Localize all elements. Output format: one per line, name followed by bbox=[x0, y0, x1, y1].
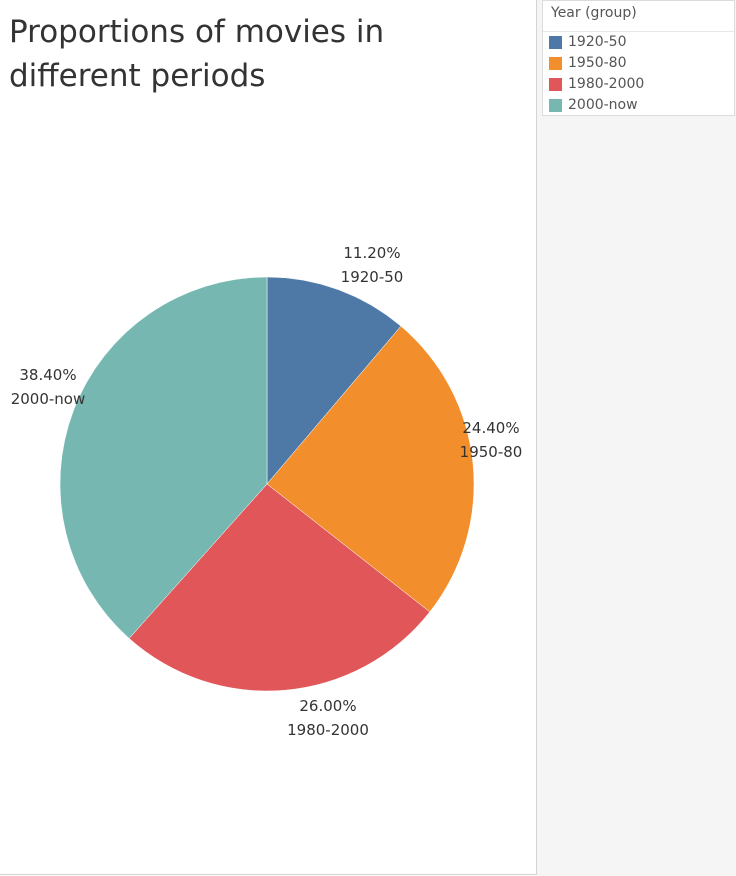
slice-category-label: 1980-2000 bbox=[287, 721, 369, 739]
side-panel bbox=[537, 0, 736, 876]
slice-value-label: 11.20% bbox=[343, 244, 400, 262]
slice-value-label: 38.40% bbox=[19, 366, 76, 384]
legend-item-1950-80[interactable]: 1950-80 bbox=[549, 53, 627, 73]
legend: Year (group) 1920-50 1950-80 1980-2000 2… bbox=[542, 0, 735, 116]
legend-swatch bbox=[549, 98, 562, 112]
pie-chart: 11.20% 1920-50 24.40% 1950-80 26.00% 1980-200… bbox=[11, 244, 523, 739]
legend-swatch bbox=[549, 35, 562, 49]
pie-slice-2000-now[interactable] bbox=[59, 276, 268, 639]
slice-category-label: 1950-80 bbox=[460, 443, 523, 461]
pie-slice-1920-50[interactable] bbox=[266, 276, 402, 485]
legend-label: 1920-50 bbox=[568, 34, 627, 50]
legend-label: 1950-80 bbox=[568, 55, 627, 71]
pie-slice-1950-80[interactable] bbox=[266, 325, 475, 613]
chart-title: Proportions of movies in different perio… bbox=[9, 14, 385, 94]
pie-slice-1980-2000[interactable] bbox=[128, 483, 431, 692]
legend-swatch bbox=[549, 77, 562, 91]
legend-title: Year (group) bbox=[551, 5, 637, 21]
legend-swatch bbox=[549, 56, 562, 70]
legend-label: 1980-2000 bbox=[568, 76, 645, 92]
legend-item-2000-now[interactable]: 2000-now bbox=[549, 95, 638, 115]
legend-label: 2000-now bbox=[568, 97, 638, 113]
legend-item-1920-50[interactable]: 1920-50 bbox=[549, 32, 627, 52]
slice-value-label: 26.00% bbox=[299, 697, 356, 715]
legend-divider bbox=[543, 31, 734, 32]
slice-category-label: 2000-now bbox=[11, 390, 86, 408]
slice-category-label: 1920-50 bbox=[341, 268, 404, 286]
slice-value-label: 24.40% bbox=[462, 419, 519, 437]
legend-item-1980-2000[interactable]: 1980-2000 bbox=[549, 74, 644, 94]
